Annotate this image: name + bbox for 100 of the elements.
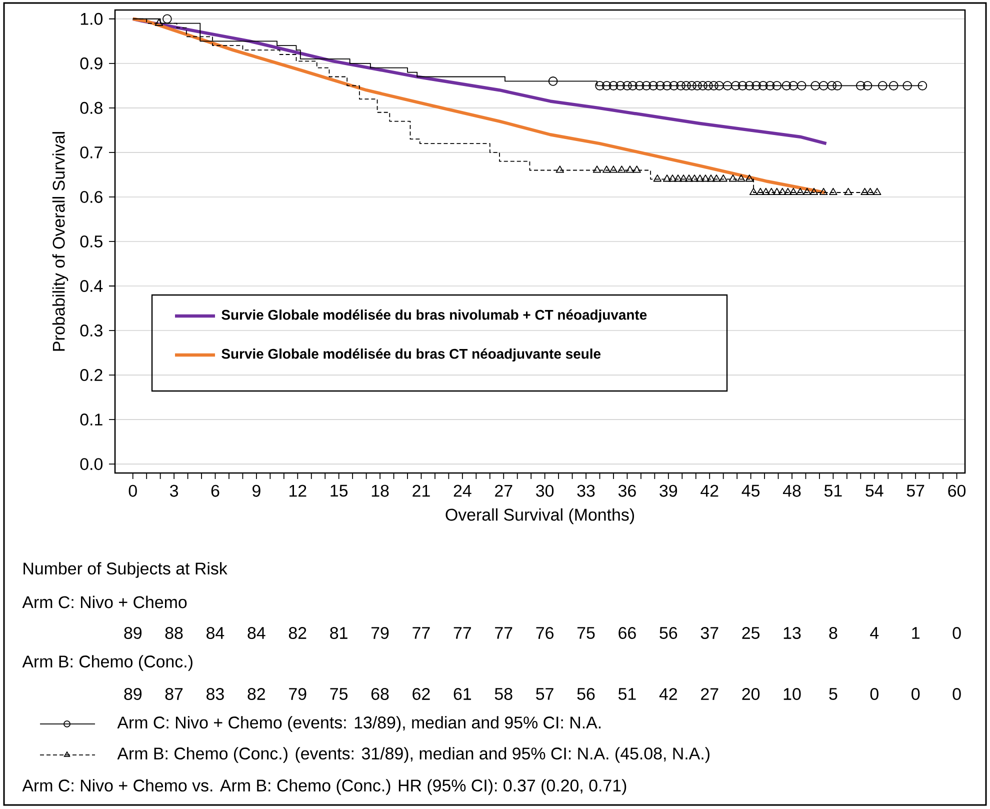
point	[810, 188, 818, 196]
text: 37	[700, 626, 718, 639]
x-tick-label: 27	[495, 484, 512, 497]
text: 89	[124, 688, 142, 700]
point	[902, 81, 912, 90]
point	[162, 14, 172, 24]
text: 87	[165, 688, 183, 700]
point	[756, 188, 764, 196]
x-tick-label: 48	[782, 484, 801, 497]
point	[728, 174, 738, 182]
point	[682, 81, 691, 90]
y-tick-label: 0.0	[80, 458, 103, 470]
text: Number of Subjects at Risk	[24, 562, 228, 578]
text: 0	[912, 688, 920, 700]
x-tick-label: 42	[700, 484, 718, 497]
point	[674, 174, 682, 182]
y-tick-label: 0.4	[80, 280, 103, 292]
x-tick-label: 51	[824, 484, 842, 497]
x-tick-label: 3	[170, 484, 178, 497]
point	[692, 81, 702, 90]
x-tick-label: 21	[412, 484, 430, 497]
point	[656, 81, 665, 90]
point	[616, 81, 625, 90]
point	[737, 174, 746, 182]
text: 56	[577, 688, 595, 700]
point	[556, 166, 564, 173]
point	[888, 81, 898, 90]
point	[796, 188, 804, 196]
point	[704, 81, 713, 90]
point	[669, 81, 679, 90]
text: 5	[829, 688, 838, 700]
point	[765, 81, 775, 90]
point	[642, 81, 652, 90]
point	[714, 81, 724, 90]
text: 77	[495, 627, 512, 639]
point	[778, 188, 786, 196]
point	[602, 166, 611, 173]
point	[744, 81, 754, 90]
text: 84	[248, 626, 266, 639]
point	[767, 188, 776, 196]
x-tick-label: 33	[577, 484, 595, 497]
point	[548, 76, 558, 86]
point	[701, 174, 710, 182]
point	[602, 81, 612, 90]
point	[789, 188, 798, 196]
point	[648, 81, 658, 90]
point	[662, 81, 672, 90]
text: 10	[784, 688, 801, 700]
point	[782, 81, 792, 90]
point	[676, 81, 686, 90]
point	[706, 174, 716, 182]
point	[634, 81, 644, 90]
point	[762, 188, 770, 196]
text: 79	[371, 626, 389, 639]
text: 57	[536, 688, 554, 700]
y-tick-label: 1.0	[80, 12, 103, 25]
text: Arm C: Nivo + Chemo vs. Arm B: Chemo (Conc.) HR (95% CI): 0.37 (0.20, 0.71)	[22, 779, 626, 795]
text: 68	[371, 688, 389, 700]
text: 1	[912, 627, 920, 639]
y-tick-label: 0.2	[80, 369, 102, 382]
point	[832, 81, 842, 90]
text: 0	[870, 688, 878, 700]
point	[668, 174, 677, 182]
x-tick-label: 12	[290, 484, 306, 497]
point	[719, 174, 728, 182]
text: 77	[412, 627, 430, 639]
legend-label: Survie Globale modélisée du bras CT néoadjuvante seule	[222, 348, 601, 362]
x-tick-label: 0	[128, 484, 137, 497]
text: 51	[618, 688, 636, 700]
point	[622, 81, 632, 90]
text: 66	[618, 626, 636, 639]
point	[866, 188, 874, 196]
x-tick-label: 54	[866, 484, 884, 497]
point	[844, 188, 852, 196]
point	[690, 174, 699, 182]
text: 4	[870, 627, 879, 639]
point	[738, 81, 748, 90]
text: 0	[952, 688, 961, 700]
text: 27	[701, 688, 718, 700]
point	[810, 81, 820, 90]
point	[772, 188, 781, 196]
text: Arm C: Nivo + Chemo	[22, 596, 187, 608]
y-tick-label: 0.1	[80, 414, 102, 426]
point	[796, 81, 806, 90]
point	[653, 174, 662, 182]
x-tick-label: 9	[252, 484, 260, 497]
point	[860, 188, 869, 196]
y-axis-title: Probability of Overall Survival	[52, 132, 68, 351]
y-tick-label: 0.3	[80, 324, 102, 337]
text: 82	[248, 688, 265, 700]
text: 61	[454, 688, 471, 700]
text: 77	[454, 627, 471, 639]
x-tick-label: 24	[454, 484, 472, 497]
point	[758, 81, 768, 90]
point	[856, 81, 866, 90]
point	[827, 81, 836, 90]
x-tick-label: 45	[742, 484, 760, 497]
text: 89	[124, 626, 142, 639]
x-tick-label: 57	[906, 484, 924, 497]
y-tick-label: 0.5	[80, 235, 102, 248]
